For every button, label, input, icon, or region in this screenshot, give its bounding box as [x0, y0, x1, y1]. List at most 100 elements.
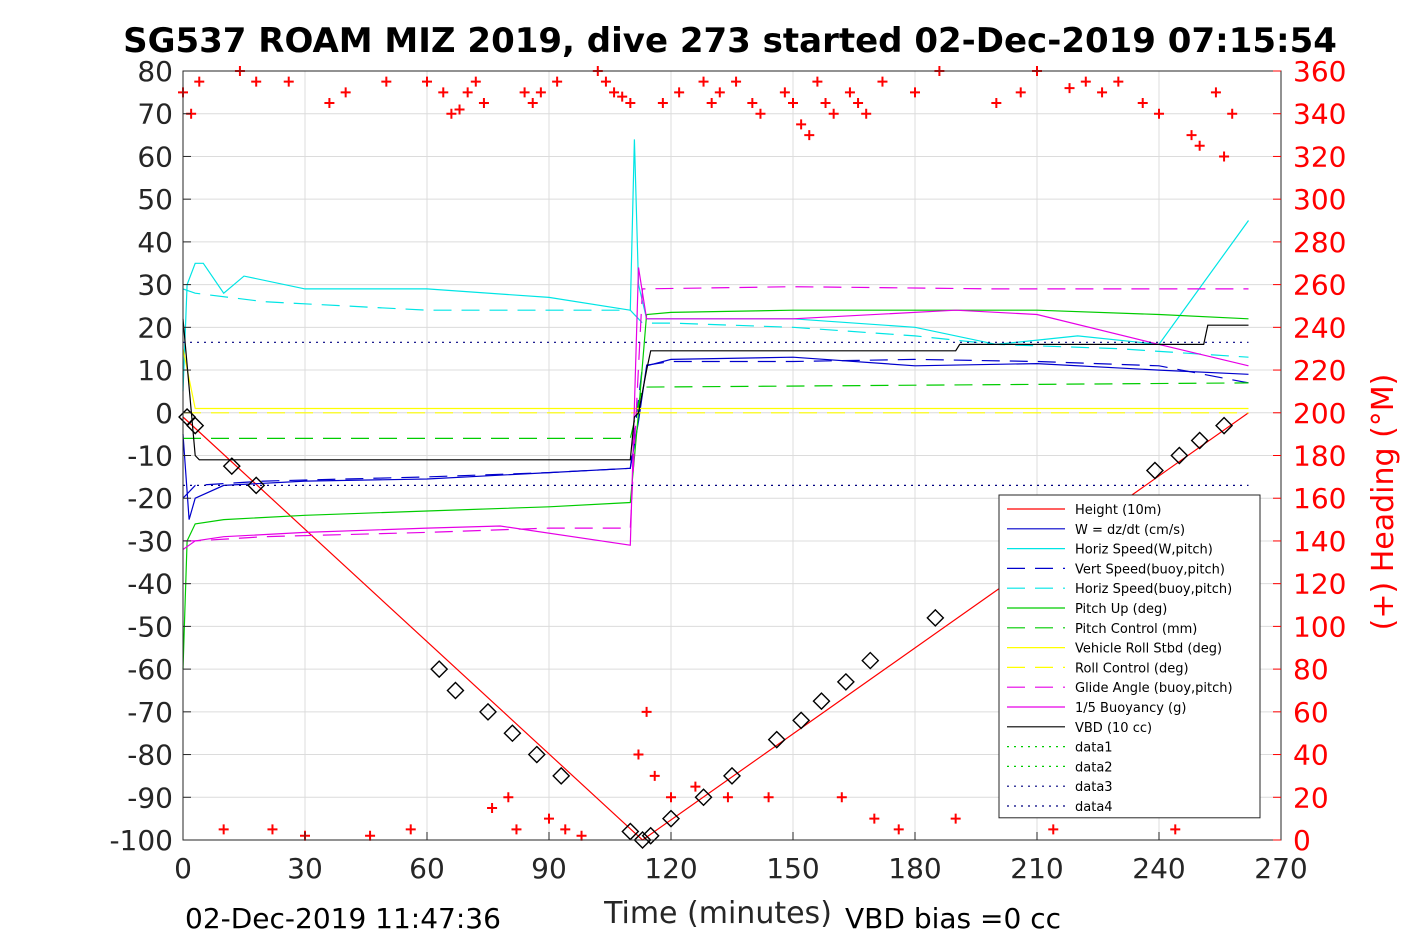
heading-marker — [511, 824, 522, 835]
heading-marker — [283, 76, 294, 87]
heading-marker — [365, 830, 376, 841]
y-left-tick-label: -10 — [127, 440, 173, 473]
heading-marker — [666, 792, 676, 803]
y-left-tick-label: -80 — [127, 739, 173, 772]
legend-label-11: VBD (10 cc) — [1075, 721, 1152, 736]
heading-marker — [600, 76, 611, 87]
legend-label-6: Pitch Control (mm) — [1075, 622, 1197, 637]
y-right-tick-label: 220 — [1293, 354, 1346, 387]
y-right-tick-label: 160 — [1293, 482, 1346, 515]
position-marker — [1170, 446, 1189, 465]
heading-marker — [633, 749, 644, 760]
position-marker — [430, 660, 449, 679]
position-marker — [222, 457, 241, 476]
heading-marker — [722, 792, 733, 803]
heading-marker — [1064, 83, 1075, 94]
heading-marker — [617, 91, 628, 102]
y-left-tick-label: -100 — [109, 824, 173, 857]
heading-marker — [251, 76, 262, 87]
heading-marker — [877, 76, 888, 87]
axis-ticks: 0 30 60 90 120 150 180 210 240 270 80 70 60 50 40 30 20 1… — [109, 55, 1346, 885]
heading-marker — [625, 98, 636, 109]
position-marker — [792, 711, 811, 730]
heading-marker — [779, 87, 790, 98]
legend-label-14: data3 — [1075, 780, 1113, 795]
heading-marker — [950, 813, 961, 824]
legend-label-0: Height (10m) — [1075, 503, 1161, 518]
series-line-9 — [183, 286, 1249, 542]
heading-marker — [861, 108, 872, 119]
heading-marker — [381, 76, 392, 87]
position-marker — [633, 831, 652, 849]
y-left-tick-label: 40 — [137, 226, 173, 259]
y-right-tick-label: 80 — [1293, 653, 1329, 686]
heading-marker — [405, 824, 416, 835]
y-left-tick-label: 50 — [137, 183, 173, 216]
position-marker — [694, 788, 713, 807]
y-left-tick-label: 80 — [137, 55, 173, 88]
series-line-2 — [182, 139, 1249, 392]
heading-marker — [544, 813, 554, 824]
heading-marker — [1154, 108, 1164, 119]
heading-marker — [1186, 130, 1197, 141]
position-marker — [861, 651, 880, 670]
heading-marker — [462, 87, 473, 98]
legend-label-2: Horiz Speed(W,pitch) — [1075, 543, 1213, 558]
y-right-tick-label: 180 — [1293, 440, 1346, 473]
y-left-tick-label: -70 — [127, 696, 173, 729]
legend-label-13: data2 — [1075, 760, 1113, 775]
series-line-7 — [182, 348, 1249, 410]
heading-marker — [788, 98, 798, 109]
position-marker — [186, 416, 205, 435]
y-left-tick-label: 20 — [137, 311, 173, 344]
heading-marker — [218, 824, 229, 835]
legend-label-10: 1/5 Buoyancy (g) — [1075, 701, 1186, 716]
heading-marker — [796, 119, 807, 130]
series-layer — [182, 139, 1249, 841]
y-right-tick-label: 360 — [1293, 55, 1346, 88]
position-marker — [503, 724, 522, 743]
heading-marker — [267, 824, 278, 835]
heading-marker — [422, 76, 432, 87]
heading-marker — [1113, 76, 1124, 87]
heading-marker — [535, 87, 546, 98]
heading-marker — [893, 824, 904, 835]
heading-marker — [698, 76, 709, 87]
y-left-tick-label: -90 — [127, 781, 173, 814]
position-marker — [247, 476, 266, 495]
heading-marker — [609, 87, 620, 98]
x-tick-label: 150 — [766, 852, 819, 885]
heading-marker — [1097, 87, 1108, 98]
heading-marker — [560, 824, 571, 835]
x-axis-label: Time (minutes) — [603, 896, 832, 931]
position-marker — [662, 809, 680, 828]
heading-marker — [1048, 824, 1059, 835]
y-left-tick-label: -60 — [127, 653, 173, 686]
y-left-tick-label: 0 — [155, 397, 173, 430]
series-line-11 — [182, 318, 1249, 461]
heading-marker — [527, 98, 538, 109]
y-left-tick-label: 30 — [137, 269, 173, 302]
heading-marker — [747, 98, 758, 109]
legend-label-4: Horiz Speed(buoy,pitch) — [1075, 582, 1232, 597]
heading-marker — [438, 87, 449, 98]
heading-marker — [690, 781, 701, 792]
y-right-tick-label: 20 — [1293, 781, 1329, 814]
heading-marker — [641, 706, 652, 717]
y-right-tick-label: 140 — [1293, 525, 1346, 558]
heading-marker — [340, 87, 351, 98]
y-left-tick-label: 60 — [137, 140, 173, 173]
y-right-tick-label: 260 — [1293, 269, 1346, 302]
legend-label-12: data1 — [1075, 741, 1113, 756]
heading-marker — [324, 98, 335, 109]
x-tick-label: 270 — [1254, 852, 1307, 885]
legend-label-8: Roll Control (deg) — [1075, 661, 1189, 676]
heading-marker — [1219, 151, 1230, 162]
x-tick-label: 30 — [287, 852, 323, 885]
heading-marker — [1210, 87, 1221, 98]
heading-marker — [454, 104, 465, 115]
y-right-tick-label: 240 — [1293, 311, 1346, 344]
heading-marker — [836, 792, 847, 803]
